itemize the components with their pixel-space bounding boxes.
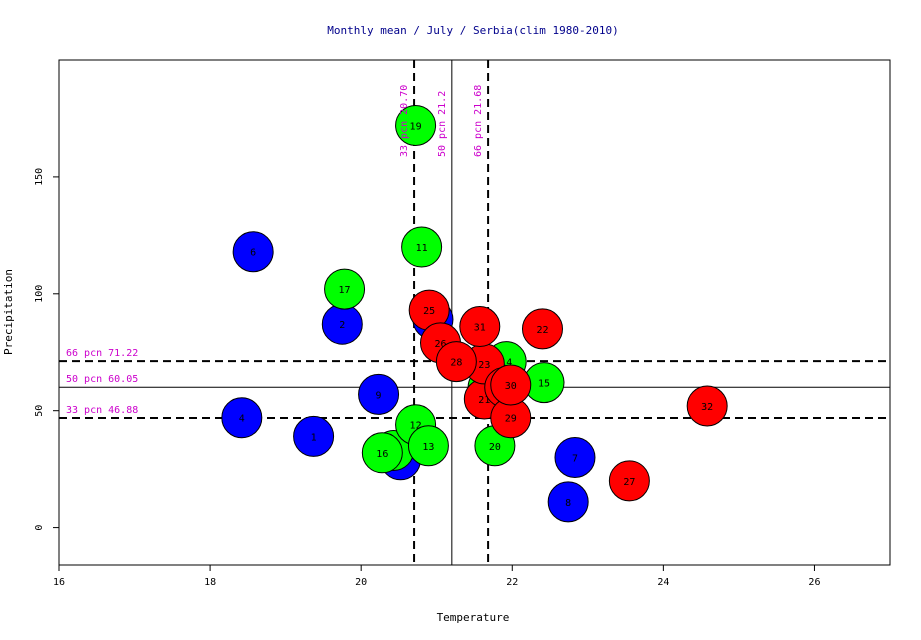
data-point-30: [490, 364, 532, 406]
x-axis: 16 18 20 22 24 26: [53, 565, 820, 588]
data-point-19: [395, 104, 437, 146]
x-tick-label: 26: [808, 577, 820, 588]
reference-line-labels: 33 pcn 20.70 50 pcn 21.2 66 pcn 21.68 66 pc…: [66, 85, 484, 416]
x-tick-label: 24: [657, 577, 669, 588]
data-points: 1234567891011121314151617181920212223242…: [221, 104, 728, 523]
data-point-label-32: 32: [701, 402, 713, 413]
chart-title: Monthly mean / July / Serbia(clim 1980-2…: [327, 24, 618, 37]
data-point-13: [407, 425, 449, 467]
data-point-label-13: 13: [422, 442, 434, 453]
data-point-label-31: 31: [474, 323, 486, 334]
ref-label-horizontal-1: 50 pcn 60.05: [66, 374, 138, 385]
data-point-label-7: 7: [572, 453, 578, 464]
ref-label-vertical-0: 33 pcn 20.70: [399, 85, 410, 157]
data-point-label-6: 6: [250, 248, 256, 259]
y-axis: 0 50 100 150: [34, 168, 59, 531]
data-point-32: [686, 385, 728, 427]
data-point-11: [401, 226, 443, 268]
y-tick-label: 150: [34, 168, 45, 186]
data-point-label-22: 22: [536, 325, 548, 336]
data-point-label-16: 16: [376, 449, 388, 460]
data-point-9: [358, 373, 400, 415]
data-point-label-21: 21: [478, 395, 490, 406]
data-point-label-11: 11: [416, 243, 428, 254]
data-point-label-4: 4: [239, 414, 245, 425]
data-point-31: [459, 306, 501, 348]
data-point-label-27: 27: [623, 477, 635, 488]
data-point-label-29: 29: [505, 414, 517, 425]
data-point-label-20: 20: [489, 442, 501, 453]
y-tick-label: 100: [34, 285, 45, 303]
data-point-17: [324, 268, 366, 310]
data-point-label-1: 1: [311, 432, 317, 443]
ref-label-vertical-1: 50 pcn 21.2: [437, 91, 448, 157]
data-point-label-17: 17: [339, 285, 351, 296]
data-point-4: [221, 397, 263, 439]
data-point-label-14: 14: [500, 358, 512, 369]
data-point-label-12: 12: [410, 421, 422, 432]
x-tick-label: 20: [355, 577, 367, 588]
x-tick-label: 18: [204, 577, 216, 588]
data-point-22: [521, 308, 563, 350]
data-point-label-28: 28: [450, 358, 462, 369]
data-point-label-2: 2: [339, 320, 345, 331]
plot-frame: [58, 59, 891, 566]
data-point-label-8: 8: [565, 498, 571, 509]
ref-label-vertical-2: 66 pcn 21.68: [473, 85, 484, 157]
x-tick-label: 22: [506, 577, 518, 588]
y-tick-label: 50: [34, 405, 45, 417]
ref-label-horizontal-0: 66 pcn 71.22: [66, 348, 138, 359]
data-point-8: [547, 481, 589, 523]
data-point-16: [361, 432, 403, 474]
data-point-label-15: 15: [538, 379, 550, 390]
data-point-label-30: 30: [505, 381, 517, 392]
data-point-label-19: 19: [410, 121, 422, 132]
data-point-1: [293, 415, 335, 457]
data-point-label-23: 23: [478, 360, 490, 371]
ref-label-horizontal-2: 33 pcn 46.88: [66, 405, 138, 416]
data-point-28: [435, 341, 477, 383]
data-point-7: [554, 436, 596, 478]
x-axis-label: Temperature: [437, 611, 510, 624]
data-point-6: [232, 231, 274, 273]
data-point-label-9: 9: [376, 390, 382, 401]
y-axis-label: Precipitation: [2, 269, 15, 355]
x-tick-label: 16: [53, 577, 65, 588]
y-tick-label: 0: [34, 525, 45, 531]
data-point-27: [608, 460, 650, 502]
data-point-label-25: 25: [423, 306, 435, 317]
data-point-label-26: 26: [434, 339, 446, 350]
